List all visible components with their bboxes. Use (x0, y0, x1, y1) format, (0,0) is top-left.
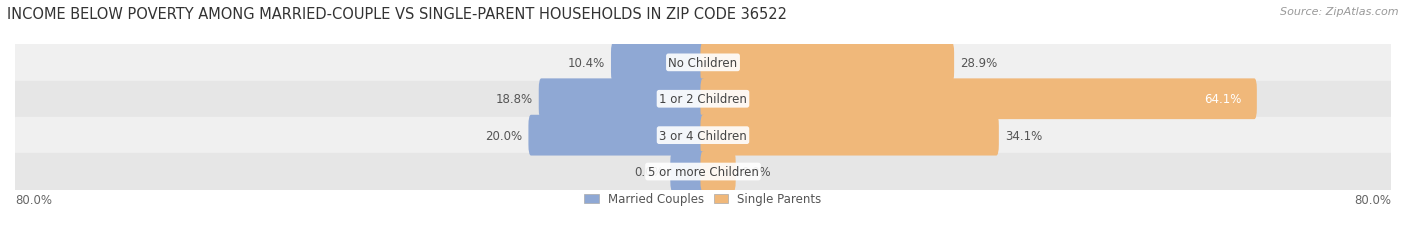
FancyBboxPatch shape (612, 43, 706, 83)
Bar (15, 117, 1391, 154)
Text: 80.0%: 80.0% (15, 193, 52, 206)
Text: 10.4%: 10.4% (568, 57, 605, 70)
Text: 64.1%: 64.1% (1204, 93, 1241, 106)
FancyBboxPatch shape (700, 79, 1257, 120)
Text: 1 or 2 Children: 1 or 2 Children (659, 93, 747, 106)
FancyBboxPatch shape (700, 43, 955, 83)
FancyBboxPatch shape (700, 152, 735, 192)
Text: 28.9%: 28.9% (960, 57, 997, 70)
FancyBboxPatch shape (529, 115, 706, 156)
Text: 0.0%: 0.0% (742, 165, 772, 178)
Text: Source: ZipAtlas.com: Source: ZipAtlas.com (1281, 7, 1399, 17)
Text: 34.1%: 34.1% (1005, 129, 1042, 142)
FancyBboxPatch shape (538, 79, 706, 120)
Text: 3 or 4 Children: 3 or 4 Children (659, 129, 747, 142)
Legend: Married Couples, Single Parents: Married Couples, Single Parents (579, 188, 827, 210)
Text: INCOME BELOW POVERTY AMONG MARRIED-COUPLE VS SINGLE-PARENT HOUSEHOLDS IN ZIP COD: INCOME BELOW POVERTY AMONG MARRIED-COUPL… (7, 7, 787, 22)
Bar (15, 45, 1391, 81)
FancyBboxPatch shape (700, 115, 998, 156)
Text: 5 or more Children: 5 or more Children (648, 165, 758, 178)
FancyBboxPatch shape (671, 152, 706, 192)
Text: 80.0%: 80.0% (1354, 193, 1391, 206)
Text: 18.8%: 18.8% (495, 93, 533, 106)
Text: No Children: No Children (668, 57, 738, 70)
Text: 0.0%: 0.0% (634, 165, 664, 178)
Text: 20.0%: 20.0% (485, 129, 523, 142)
Bar (15, 81, 1391, 117)
Bar (15, 154, 1391, 190)
